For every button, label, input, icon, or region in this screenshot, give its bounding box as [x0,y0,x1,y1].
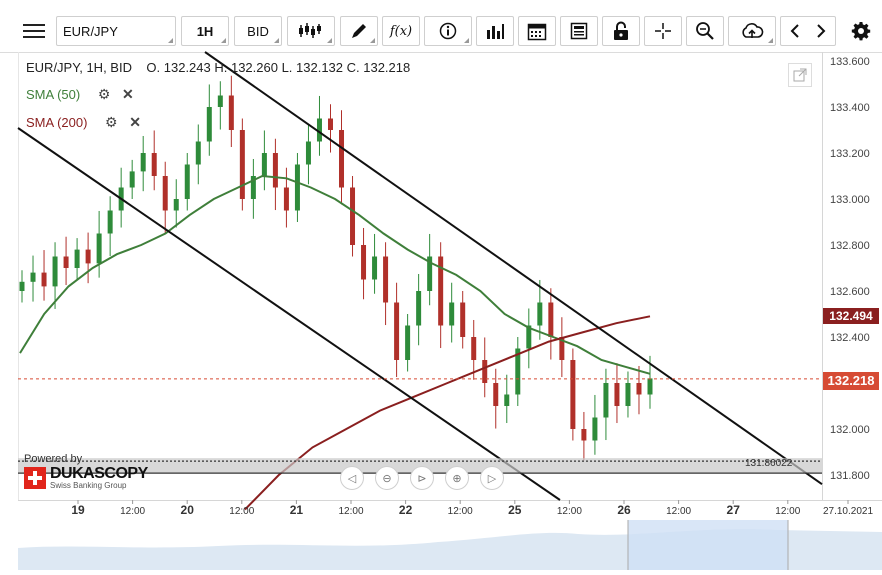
scroll-forward-button[interactable]: ▷ [480,466,504,490]
reset-button[interactable]: ⊳ [410,466,434,490]
instrument-label: EUR/JPY [63,23,118,39]
crosshair-button[interactable] [644,16,682,46]
news-icon [570,22,588,40]
swiss-cross-icon [24,467,46,489]
sma200-close-icon[interactable]: ✕ [129,114,141,130]
instrument-select[interactable]: EUR/JPY [56,16,176,46]
sma200-legend: SMA (200) ⚙ ✕ [26,114,141,131]
settings-button[interactable] [846,16,876,46]
crosshair-icon [655,23,671,39]
calendar-icon [527,23,547,41]
current-price-label: 132.218 [823,372,879,390]
lock-icon [614,21,628,40]
chart-type-button[interactable] [287,16,335,46]
sma200-label: SMA (200) [26,115,88,130]
scroll-right-button[interactable] [808,23,834,39]
menu-button[interactable] [16,16,52,46]
overview-svg [18,520,882,570]
triangle-left-icon: ◁ [347,472,357,485]
ohlc-label: O. 132.243 H. 132.260 L. 132.132 C. 132.… [146,60,411,75]
expand-icon[interactable] [788,63,812,87]
candlestick-icon [299,23,321,38]
volume-button[interactable] [476,16,514,46]
triangle-right-icon: ▷ [487,472,497,485]
brand-tagline: Swiss Banking Group [50,481,127,490]
upload-button[interactable] [728,16,776,46]
calendar-button[interactable] [518,16,556,46]
scroll-buttons [780,16,836,46]
time-axis[interactable] [18,500,882,521]
sma50-settings-icon[interactable]: ⚙ [97,86,111,102]
overview-navigator[interactable] [18,520,882,570]
info-button[interactable] [424,16,472,46]
scroll-back-button[interactable]: ◁ [340,466,364,490]
cloud-upload-icon [742,23,764,38]
sma50-label: SMA (50) [26,87,81,102]
news-button[interactable] [560,16,598,46]
sma200-price-label: 132.494 [823,308,879,324]
zoom-in-icon: ⊕ [452,472,462,485]
lock-button[interactable] [602,16,640,46]
zoom-out-icon: ⊖ [382,472,392,485]
zoom-in-button[interactable]: ⊕ [445,466,469,490]
sma50-legend: SMA (50) ⚙ ✕ [26,86,134,103]
function-icon: f(x) [389,23,413,39]
timeframe-select[interactable]: 1H [181,16,229,46]
info-icon [439,22,457,40]
brand-name: DUKASCOPY [50,465,148,482]
scroll-left-button[interactable] [782,23,808,39]
dukascopy-logo: Powered by DUKASCOPY Swiss Banking Group [24,453,148,490]
indicators-button[interactable]: f(x) [382,16,420,46]
chart-legend: EUR/JPY, 1H, BID O. 132.243 H. 132.260 L… [26,60,410,75]
pencil-icon [352,24,366,38]
bar-chart-icon [487,24,504,39]
zoom-icon [696,22,714,40]
sma50-close-icon[interactable]: ✕ [122,86,134,102]
side-label: BID [247,23,269,39]
symbol-label: EUR/JPY, 1H, BID [26,60,132,75]
chevron-right-icon [817,24,826,38]
zoom-button[interactable] [686,16,724,46]
price-axis[interactable] [822,52,882,500]
zoom-out-button[interactable]: ⊖ [375,466,399,490]
gear-icon [851,22,871,41]
timeframe-label: 1H [196,23,214,39]
toolbar: EUR/JPY 1H BID f(x) [0,0,882,53]
powered-by-label: Powered by [24,453,83,465]
side-select[interactable]: BID [234,16,282,46]
sma200-settings-icon[interactable]: ⚙ [105,114,118,130]
reset-icon: ⊳ [417,472,427,485]
chevron-left-icon [790,24,799,38]
hamburger-icon [23,24,45,38]
draw-button[interactable] [340,16,378,46]
